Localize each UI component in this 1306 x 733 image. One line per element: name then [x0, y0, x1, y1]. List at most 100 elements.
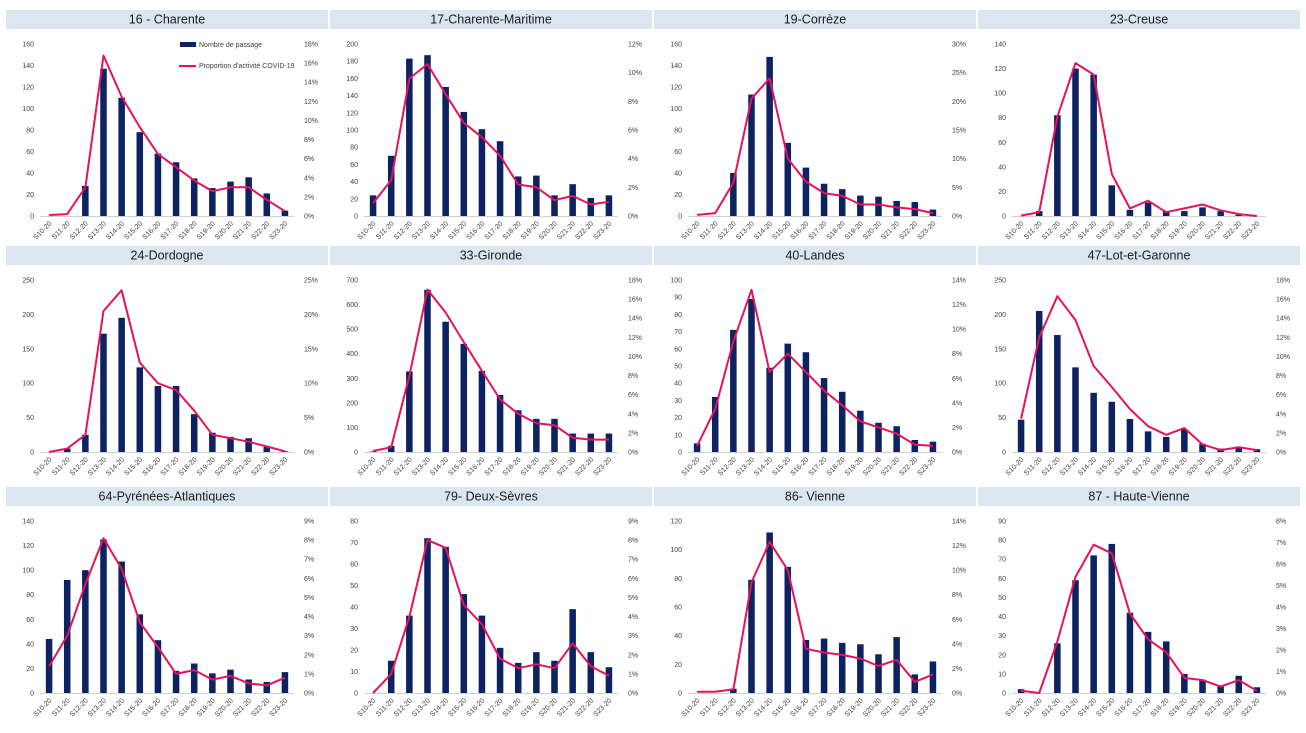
x-tick-label: S21-20 [880, 456, 901, 477]
bar [533, 175, 540, 216]
bar [1126, 209, 1134, 216]
y-right-tick-label: 8% [304, 137, 314, 144]
bar [587, 433, 595, 452]
y-left-tick-label: 50 [998, 595, 1006, 602]
bar [245, 177, 252, 216]
y-left-tick-label: 300 [346, 376, 358, 383]
x-tick-label: S10-20 [357, 697, 378, 718]
y-right-tick-label: 10% [952, 568, 966, 575]
x-tick-label: S15-20 [771, 697, 792, 718]
bar [551, 660, 558, 693]
bar [154, 640, 162, 693]
chart-svg: 17-Charente-Maritime 0 20 40 60 80 100 120 140 16… [330, 10, 652, 241]
x-tick-label: S13-20 [1059, 220, 1080, 241]
bar [875, 654, 882, 693]
y-left-tick-label: 20 [350, 648, 358, 655]
y-left-tick-label: 100 [994, 381, 1006, 388]
bar [569, 433, 576, 452]
bar [514, 176, 522, 216]
bar [1144, 431, 1152, 452]
y-right-tick-label: 0% [304, 214, 314, 221]
y-right-tick-label: 15% [304, 346, 318, 353]
y-right-tick-label: 0% [1276, 691, 1286, 698]
y-left-tick-label: 80 [998, 115, 1006, 122]
y-left-tick-label: 10 [998, 671, 1006, 678]
y-right-tick-label: 18% [304, 42, 318, 49]
x-tick-label: S22-20 [250, 697, 271, 718]
y-right-tick-label: 12% [952, 302, 966, 309]
y-left-tick-label: 80 [674, 576, 682, 583]
y-right-tick-label: 0% [952, 450, 962, 457]
y-right-tick-label: 14% [952, 278, 966, 285]
chart-panel: 40-Landes 0 10 20 30 40 50 60 70 80 90 100 0% 2% 4% 6% 8… [654, 246, 976, 478]
bar [1253, 449, 1261, 452]
y-left-tick-label: 70 [350, 540, 358, 547]
x-tick-label: S16-20 [789, 697, 810, 718]
x-tick-label: S19-20 [1168, 456, 1189, 477]
y-right-tick-label: 7% [1276, 540, 1286, 547]
x-tick-label: S18-20 [178, 220, 199, 241]
bar [1217, 211, 1224, 216]
x-tick-label: S20-20 [862, 697, 883, 718]
x-tick-label: S19-20 [520, 697, 541, 718]
y-right-tick-label: 16% [1276, 297, 1290, 304]
x-tick-label: S14-20 [429, 456, 450, 477]
bar [711, 396, 719, 452]
chart-title-bar [330, 487, 652, 506]
x-tick-label: S21-20 [556, 697, 577, 718]
x-tick-label: S13-20 [1059, 456, 1080, 477]
y-left-tick-label: 50 [350, 583, 358, 590]
bar [1108, 543, 1116, 693]
series-line [372, 63, 610, 206]
series-line [372, 539, 610, 694]
bar [118, 561, 125, 693]
x-tick-label: S21-20 [556, 456, 577, 477]
bar [1181, 211, 1188, 216]
bar [533, 418, 540, 452]
y-right-tick-label: 20% [304, 312, 318, 319]
x-tick-label: S13-20 [735, 456, 756, 477]
x-tick-label: S11-20 [375, 456, 396, 477]
bar [1162, 211, 1170, 216]
y-right-tick-label: 4% [628, 156, 638, 163]
chart-title: 33-Gironde [460, 249, 523, 263]
y-right-tick-label: 4% [952, 641, 962, 648]
y-left-tick-label: 20 [674, 662, 682, 669]
bar [442, 546, 449, 693]
y-right-tick-label: 4% [628, 411, 638, 418]
bar [227, 436, 234, 452]
y-left-tick-label: 80 [26, 128, 34, 135]
x-tick-label: S12-20 [69, 220, 90, 241]
y-left-tick-label: 100 [346, 425, 358, 432]
y-left-tick-label: 0 [30, 691, 34, 698]
y-right-tick-label: 10% [304, 381, 318, 388]
series-line [48, 537, 286, 687]
x-tick-label: S17-20 [160, 456, 181, 477]
bar [478, 370, 486, 452]
x-tick-label: S11-20 [1023, 456, 1044, 477]
chart-title: 64-Pyrénées-Atlantiques [99, 490, 236, 504]
x-tick-label: S19-20 [520, 220, 541, 241]
x-tick-label: S23-20 [592, 456, 613, 477]
x-tick-label: S23-20 [268, 456, 289, 477]
x-tick-label: S16-20 [789, 220, 810, 241]
series-line [697, 77, 934, 216]
y-right-tick-label: 4% [952, 400, 962, 407]
x-tick-label: S14-20 [1077, 220, 1098, 241]
y-right-tick-label: 12% [628, 42, 642, 49]
legend: Nombre de passage Proportion d'activité C… [179, 42, 295, 70]
bar [1090, 74, 1097, 216]
x-tick-label: S17-20 [808, 220, 829, 241]
bar [1054, 643, 1061, 693]
bar [1108, 401, 1116, 452]
chart-svg: 47-Lot-et-Garonne 0 50 100 150 200 250 0% 2% 4% 6%… [978, 246, 1300, 477]
x-tick-label: S16-20 [141, 456, 162, 477]
y-left-tick-label: 50 [998, 415, 1006, 422]
x-tick-label: S19-20 [196, 697, 217, 718]
x-tick-label: S11-20 [51, 697, 72, 718]
bar [1035, 211, 1043, 216]
y-left-tick-label: 120 [22, 543, 34, 550]
x-tick-label: S15-20 [447, 697, 468, 718]
y-left-tick-label: 0 [354, 691, 358, 698]
y-right-tick-label: 10% [304, 118, 318, 125]
